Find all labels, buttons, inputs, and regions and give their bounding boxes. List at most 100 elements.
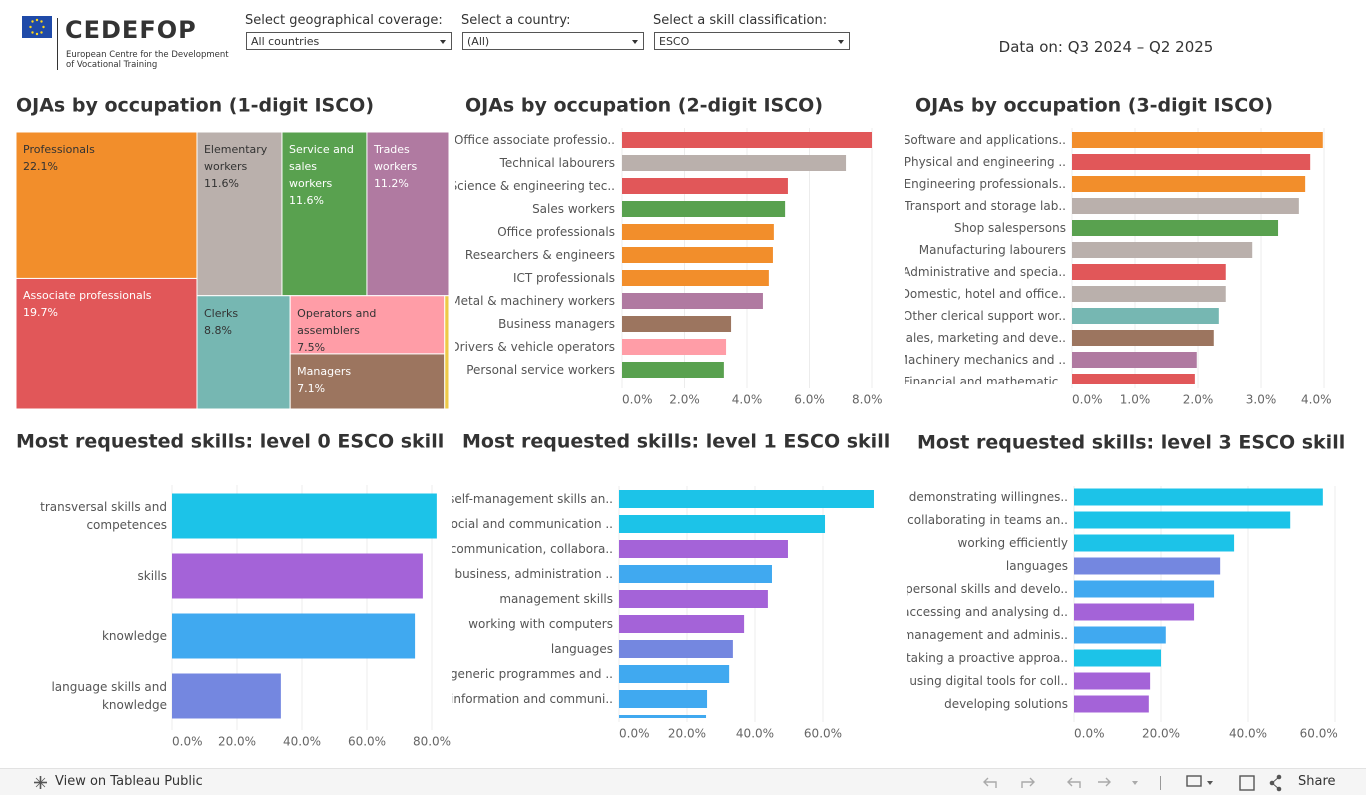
bar bbox=[1072, 220, 1279, 236]
treemap-category: Associate professionals bbox=[23, 289, 152, 303]
bar bbox=[1072, 198, 1299, 214]
fullscreen-icon[interactable] bbox=[1239, 775, 1255, 791]
treemap-category: Clerks bbox=[203, 306, 239, 320]
treemap-label: Trades workers 11.2% bbox=[373, 143, 417, 190]
view-link[interactable]: View on Tableau Public bbox=[55, 774, 203, 789]
bar bbox=[622, 247, 773, 263]
x-tick-label: 0.0% bbox=[1072, 393, 1103, 407]
bar-label: personal skills and develo.. bbox=[907, 582, 1068, 596]
treemap-text: Associate professionals 19.7% bbox=[16, 278, 197, 330]
bar-label: Technical labourers bbox=[499, 156, 615, 170]
bar bbox=[172, 493, 437, 539]
bar bbox=[1074, 649, 1162, 667]
bar-label: information and communi.. bbox=[452, 692, 613, 706]
bar bbox=[622, 178, 788, 194]
bar-label: Science & engineering tec.. bbox=[455, 179, 615, 193]
bar-label: languages bbox=[550, 642, 613, 656]
bar-label-box: transversal skills and competences bbox=[40, 500, 167, 532]
bar bbox=[1074, 695, 1149, 713]
bar bbox=[1074, 488, 1323, 506]
bar bbox=[622, 316, 732, 332]
filter-value: ESCO bbox=[659, 35, 690, 48]
bar-label: transversal skills and competences bbox=[40, 500, 167, 532]
bar-label-box: Sales workers bbox=[532, 202, 615, 216]
bar-label: using digital tools for coll.. bbox=[909, 674, 1068, 688]
chart-panel: Most requested skills: level 1 ESCO skil… bbox=[452, 431, 890, 741]
bar-label-box: developing solutions bbox=[944, 697, 1068, 711]
treemap-label: Associate professionals 19.7% bbox=[16, 278, 197, 330]
chart-title: Most requested skills: level 1 ESCO skil… bbox=[462, 431, 890, 453]
treemap-value-label: 11.2% bbox=[373, 177, 409, 190]
bar bbox=[622, 339, 727, 355]
x-tick-label: 60.0% bbox=[348, 735, 386, 749]
bar bbox=[172, 673, 281, 719]
bar-label-box: skills bbox=[137, 569, 167, 583]
share-button[interactable]: Share bbox=[1298, 774, 1336, 789]
bar-label-box: Manufacturing labourers bbox=[918, 243, 1066, 257]
bar-label: generic programmes and .. bbox=[452, 667, 613, 681]
x-tick-label: 1.0% bbox=[1120, 393, 1151, 407]
bar bbox=[1074, 626, 1166, 644]
x-tick-label: 80.0% bbox=[413, 735, 451, 749]
bar-label-box: Technical labourers bbox=[499, 156, 615, 170]
tableau-icon bbox=[34, 776, 47, 789]
bar-label: Other clerical support wor.. bbox=[905, 309, 1066, 323]
bars: transversal skills and competences skills… bbox=[40, 493, 437, 719]
treemap-value-label: 11.6% bbox=[203, 177, 239, 190]
filter-dropdown[interactable]: All countries bbox=[246, 32, 452, 50]
bar-label-box: languages bbox=[1005, 559, 1068, 573]
treemap-text: Professionals 22.1% bbox=[16, 132, 197, 184]
chart-title: OJAs by occupation (3-digit ISCO) bbox=[915, 95, 1273, 117]
x-tick-label: 40.0% bbox=[283, 735, 321, 749]
x-tick-label: 40.0% bbox=[736, 727, 774, 741]
filter-dropdown[interactable]: (All) bbox=[462, 32, 644, 50]
filter-dropdown[interactable]: ESCO bbox=[654, 32, 850, 50]
treemap-value-label: 7.1% bbox=[297, 381, 326, 395]
x-tick-label: 20.0% bbox=[218, 735, 256, 749]
x-tick-label: 0.0% bbox=[172, 735, 203, 749]
treemap-value-label: 7.5% bbox=[297, 340, 326, 354]
chart-panel: Most requested skills: level 0 ESCO skil… bbox=[16, 431, 451, 749]
refresh-icon[interactable] bbox=[1098, 777, 1111, 787]
org-name-line: European Centre for the Development bbox=[66, 50, 229, 60]
treemap-label: Managers 7.1% bbox=[290, 354, 445, 406]
treemap-label: Clerks 8.8% bbox=[197, 296, 290, 348]
bars: self-management skills an.. social and co… bbox=[452, 490, 874, 718]
bar-label-box: Sales, marketing and deve.. bbox=[905, 331, 1066, 345]
org-name-line: of Vocational Training bbox=[66, 60, 158, 70]
bar bbox=[1072, 242, 1253, 258]
treemap-text: Clerks 8.8% bbox=[197, 296, 290, 348]
bar bbox=[619, 590, 768, 608]
bar-label: skills bbox=[137, 569, 167, 583]
treemap-cell bbox=[281, 131, 368, 297]
bar bbox=[619, 540, 788, 558]
bar bbox=[1072, 352, 1197, 368]
redo-icon[interactable] bbox=[1021, 777, 1035, 788]
chart-panel: OJAs by occupation (2-digit ISCO) 0.0% 2.0… bbox=[455, 95, 883, 407]
x-tick-label: 60.0% bbox=[1300, 727, 1338, 741]
bar-label: languages bbox=[1005, 559, 1068, 573]
bar bbox=[1074, 511, 1291, 529]
treemap-label: Service and sales workers 11.6% bbox=[288, 143, 354, 207]
treemap-category: Service and sales workers bbox=[288, 143, 354, 190]
bar-label-box: information and communi.. bbox=[452, 692, 613, 706]
treemap-text: Managers 7.1% bbox=[290, 354, 445, 406]
x-tick-label: 4.0% bbox=[732, 393, 763, 407]
undo-icon[interactable] bbox=[983, 777, 997, 788]
bar bbox=[622, 293, 763, 309]
bar-label-box: management and adminis.. bbox=[907, 628, 1068, 642]
revert-icon[interactable] bbox=[1067, 777, 1081, 788]
bar bbox=[619, 565, 772, 583]
bar bbox=[619, 665, 730, 683]
chart-title: OJAs by occupation (1-digit ISCO) bbox=[16, 95, 374, 117]
bar-label: developing solutions bbox=[944, 697, 1068, 711]
download-icon[interactable] bbox=[1186, 775, 1202, 787]
bar-label-box: Machinery mechanics and .. bbox=[905, 353, 1066, 367]
toolbar-icons bbox=[983, 777, 1138, 788]
bar-label: Manufacturing labourers bbox=[918, 243, 1066, 257]
bar bbox=[619, 690, 708, 708]
treemap-label: Professionals 22.1% bbox=[16, 132, 197, 184]
bar-label: Domestic, hotel and office.. bbox=[905, 287, 1066, 301]
toolbar-icons-right bbox=[1186, 774, 1282, 792]
